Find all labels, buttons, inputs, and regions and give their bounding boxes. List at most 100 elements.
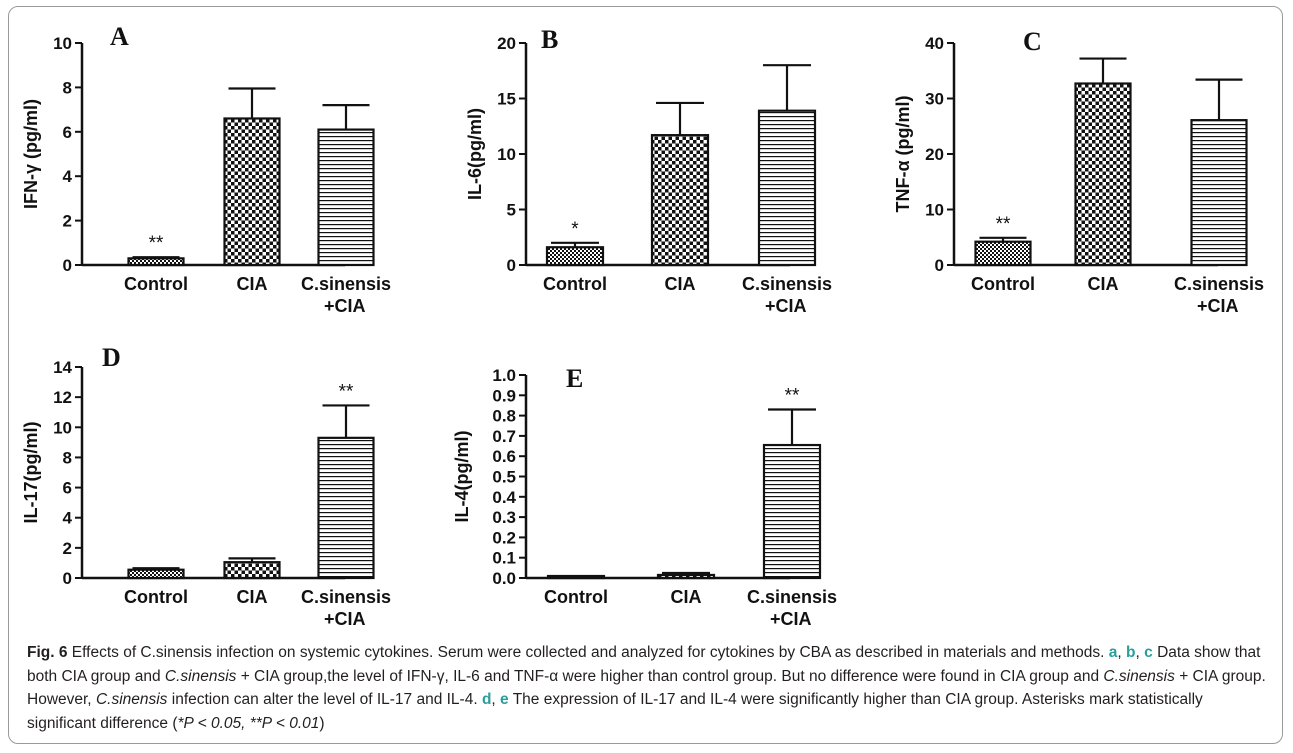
y-tick-label: 0.3: [492, 508, 516, 527]
caption-text: + CIA group. However,: [27, 667, 1266, 709]
y-tick-label: 10: [53, 34, 72, 53]
y-tick-label: 10: [497, 145, 516, 164]
x-tick-label: CIA: [665, 274, 696, 294]
x-tick-label-line: +CIA: [770, 609, 812, 629]
y-axis-label: IL-17(pg/ml): [21, 421, 41, 523]
caption-ref-e: e: [500, 691, 509, 708]
panel-b: B 0 5 10 15 20 IL-6(pg/ml) * Control CIA C.sinensi…: [465, 25, 832, 316]
y-tick-label: 0.8: [492, 407, 516, 426]
caption-fig-label: Fig. 6: [27, 644, 68, 661]
y-tick-label: 0.7: [492, 427, 516, 446]
y-tick-label: 12: [53, 388, 72, 407]
x-tick-label: C.sinensis +CIA: [1174, 274, 1264, 316]
caption-italic: C.sinensis: [164, 667, 237, 685]
x-tick-label-line: C.sinensis: [301, 587, 391, 607]
caption-sep: ,: [1117, 644, 1127, 661]
x-tick-label-line: +CIA: [765, 296, 807, 316]
y-tick-label: 0: [935, 256, 944, 275]
y-tick-label: 2: [63, 212, 72, 231]
y-tick-label: 4: [63, 509, 73, 528]
y-tick-label: 15: [497, 90, 516, 109]
x-tick-label: Control: [544, 587, 608, 607]
panel-a: A 0 2 4 6 8 10 IFN-γ (pg/ml) ** Control CIA C.sinen…: [21, 22, 391, 316]
y-tick-label: 0: [507, 256, 516, 275]
x-tick-label: Control: [543, 274, 607, 294]
x-tick-label-line: C.sinensis: [742, 274, 832, 294]
caption-italic: *P < 0.05, **P < 0.01: [177, 714, 320, 732]
caption-ref-d: d: [481, 691, 492, 708]
y-tick-label: 14: [53, 358, 72, 377]
caption-italic: C.sinensis: [95, 691, 168, 708]
x-tick-label-line: CIA: [237, 587, 268, 607]
y-tick-label: 0.2: [492, 528, 516, 547]
x-tick-label-line: CIA: [671, 587, 702, 607]
panel-c: C 0 10 20 30 40 TNF-α (pg/ml) ** Control CIA C.sin…: [893, 27, 1264, 316]
y-axis-label: IL-6(pg/ml): [465, 108, 485, 200]
bar: [762, 443, 822, 580]
x-tick-label: C.sinensis +CIA: [747, 587, 837, 629]
figure-panels: A 0 2 4 6 8 10 IFN-γ (pg/ml) ** Control CIA C.sinen…: [21, 22, 1264, 629]
bar: [127, 568, 185, 580]
bar: [656, 573, 716, 580]
bar: [317, 128, 375, 267]
y-tick-label: 0.5: [492, 468, 516, 487]
bar: [974, 240, 1032, 267]
y-tick-label: 0: [63, 256, 72, 275]
panel-letter: C: [1023, 27, 1042, 56]
y-tick-label: 8: [63, 78, 72, 97]
caption-text: ): [319, 714, 325, 732]
y-axis-label: IFN-γ (pg/ml): [21, 99, 41, 209]
x-tick-label-line: CIA: [237, 274, 268, 294]
x-tick-label-line: Control: [124, 587, 188, 607]
panel-letter: D: [102, 343, 121, 372]
x-tick-label: CIA: [237, 274, 268, 294]
bar: [317, 436, 375, 580]
x-tick-label: C.sinensis +CIA: [742, 274, 832, 316]
significance-label: **: [996, 214, 1011, 235]
x-tick-label-line: Control: [971, 274, 1035, 294]
y-tick-label: 0.4: [492, 488, 516, 507]
bar: [223, 561, 281, 580]
y-tick-label: 20: [497, 34, 516, 53]
caption-ref-c: c: [1144, 644, 1153, 661]
x-tick-label: Control: [971, 274, 1035, 294]
x-tick-label: CIA: [671, 587, 702, 607]
y-tick-label: 0.6: [492, 447, 516, 466]
panel-d: D 0 2 4 6 8 10 12 14 IL-17(pg/ml) Control CIA ** C.si…: [21, 343, 391, 629]
bar: [1190, 119, 1248, 267]
y-tick-label: 1.0: [492, 366, 516, 385]
bar: [650, 134, 710, 267]
y-tick-label: 2: [63, 539, 72, 558]
x-tick-label-line: C.sinensis: [747, 587, 837, 607]
y-tick-label: 20: [925, 145, 944, 164]
x-tick-label: C.sinensis +CIA: [301, 274, 391, 316]
y-tick-label: 6: [63, 123, 72, 142]
caption-text: The expression of IL-17 and IL-4 were si…: [27, 691, 1203, 732]
panel-e: E 0.00.1 0.20.30.40.5 0.60.70.8 0.91.0 IL-4(p…: [452, 364, 837, 629]
figure-caption: Fig. 6 Effects of C.sinensis infection o…: [27, 641, 1267, 735]
panel-letter: B: [541, 25, 558, 54]
figure-frame: [8, 6, 1283, 744]
y-tick-label: 30: [925, 90, 944, 109]
panel-letter: A: [110, 22, 129, 51]
x-tick-label-line: CIA: [1088, 274, 1119, 294]
bar: [127, 257, 185, 267]
x-tick-label-line: +CIA: [324, 296, 366, 316]
y-tick-label: 10: [53, 418, 72, 437]
x-tick-label-line: C.sinensis: [1174, 274, 1264, 294]
y-tick-label: 8: [63, 448, 72, 467]
y-axis-label: TNF-α (pg/ml): [893, 95, 913, 212]
bar: [1074, 82, 1132, 267]
x-tick-label: Control: [124, 274, 188, 294]
y-tick-label: 0.1: [492, 549, 516, 568]
y-tick-label: 0.0: [492, 569, 516, 588]
caption-text: Effects of C.sinensis infection on syste…: [71, 644, 1105, 661]
caption-ref-a: a: [1108, 644, 1118, 661]
x-tick-label: CIA: [237, 587, 268, 607]
caption-text: infection can alter the level of IL-17 a…: [171, 691, 478, 708]
caption-text: Data show that both CIA group and: [27, 644, 1261, 685]
x-tick-label-line: Control: [543, 274, 607, 294]
y-tick-label: 40: [925, 34, 944, 53]
significance-label: **: [149, 233, 164, 254]
y-tick-label: 0: [63, 569, 72, 588]
